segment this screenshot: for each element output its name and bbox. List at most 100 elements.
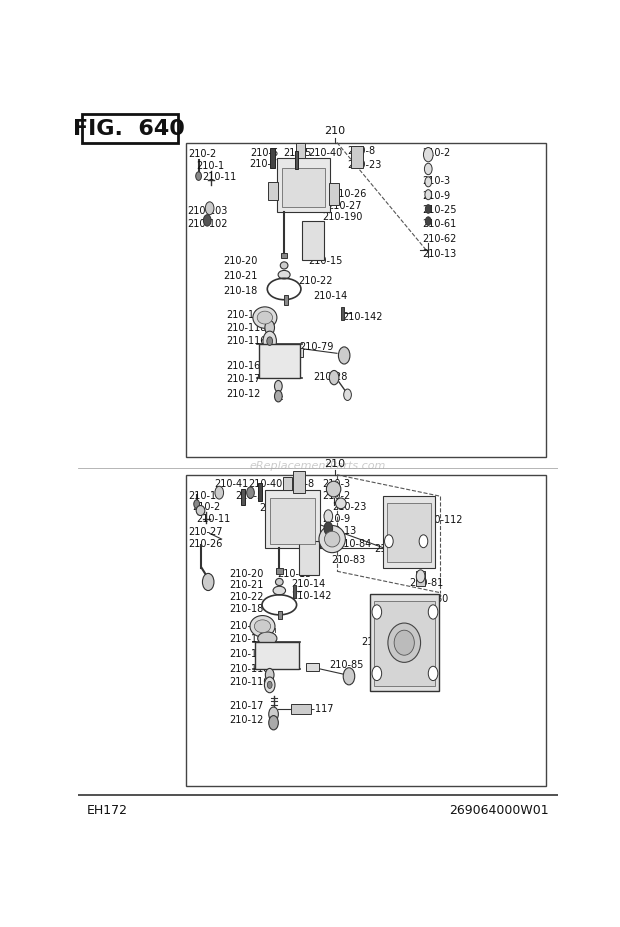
Bar [265,490,320,549]
Text: 210-3: 210-3 [322,479,351,489]
Circle shape [205,203,214,215]
Circle shape [267,337,273,346]
Circle shape [425,206,431,214]
Text: 210-142: 210-142 [342,311,383,322]
Text: 210-18: 210-18 [223,286,257,296]
Text: 210-40: 210-40 [308,147,342,158]
Text: 210-111: 210-111 [229,633,269,643]
Text: 210-11: 210-11 [202,171,237,182]
Text: eReplacementParts.com: eReplacementParts.com [250,461,386,471]
Text: 210-116: 210-116 [229,676,269,686]
Bar [416,572,425,586]
Circle shape [324,510,333,523]
Bar [383,497,435,568]
Text: 210-25: 210-25 [422,205,457,215]
Text: 210-2: 210-2 [188,149,216,159]
Circle shape [339,348,350,364]
Bar [270,148,275,169]
Ellipse shape [324,532,340,547]
Text: 210-190: 210-190 [322,212,363,222]
Text: 269064000W01: 269064000W01 [449,803,548,816]
Bar [303,222,324,261]
Bar [374,602,435,686]
Circle shape [264,678,275,693]
Text: 210-103: 210-103 [187,206,228,216]
Text: 210-41: 210-41 [283,159,317,169]
Text: 210-41: 210-41 [215,479,249,489]
Text: 210-7: 210-7 [259,502,288,513]
Text: 210-22: 210-22 [229,591,264,602]
Ellipse shape [388,623,420,663]
Bar [259,345,300,379]
Text: 210-113: 210-113 [401,607,441,617]
Text: 210-6: 210-6 [268,490,297,501]
Text: 210-8: 210-8 [348,146,376,156]
Ellipse shape [394,630,414,655]
Circle shape [423,148,433,162]
Text: 210-22: 210-22 [298,275,333,286]
Bar [82,115,179,144]
Circle shape [343,389,352,401]
Text: 210-14: 210-14 [291,578,326,589]
Text: 210-20: 210-20 [229,568,264,578]
Text: 210-112: 210-112 [422,514,463,525]
Ellipse shape [254,620,271,633]
Bar [295,152,298,170]
Ellipse shape [258,632,277,645]
Text: 210-83: 210-83 [331,554,365,565]
Circle shape [324,523,333,535]
Circle shape [194,501,200,509]
Bar [352,146,363,169]
Ellipse shape [335,499,346,509]
Text: 210-20: 210-20 [223,256,257,266]
Bar [293,472,305,493]
Bar [370,594,440,691]
Text: 210-118: 210-118 [229,663,269,673]
Bar [276,569,283,575]
Ellipse shape [278,271,290,280]
Bar [241,489,245,505]
Text: 210-2: 210-2 [322,490,351,501]
Text: 210-81: 210-81 [409,578,443,588]
Ellipse shape [253,308,277,329]
Bar [291,349,303,358]
Text: 210-6: 210-6 [250,147,278,158]
Text: 210-9: 210-9 [422,190,451,200]
Bar [185,476,546,786]
Bar [281,253,288,259]
Text: 210-85: 210-85 [329,659,364,669]
Ellipse shape [326,482,341,498]
Circle shape [428,605,438,619]
Text: 210-84: 210-84 [337,538,371,548]
Circle shape [268,707,278,721]
Text: 210-102: 210-102 [187,219,228,228]
Text: 210-40: 210-40 [248,479,282,489]
Text: 210-80: 210-80 [414,593,448,603]
Circle shape [372,667,382,680]
Circle shape [196,172,202,181]
Ellipse shape [273,587,286,595]
Circle shape [275,381,282,392]
Text: 210-23: 210-23 [332,501,366,511]
Text: 210-86: 210-86 [374,543,409,553]
Text: 210-5: 210-5 [235,490,264,501]
Circle shape [265,668,274,681]
Text: 210-79: 210-79 [299,342,334,351]
Bar [258,484,262,502]
Text: 210: 210 [324,458,345,468]
Text: 210-16: 210-16 [229,649,263,659]
Text: 210-2: 210-2 [192,501,220,511]
Text: 210-1: 210-1 [188,490,216,501]
Text: 210-15: 210-15 [277,568,311,578]
Circle shape [215,487,224,500]
Text: 210-2: 210-2 [422,147,451,158]
Circle shape [425,218,431,226]
Text: 210-142: 210-142 [291,590,332,600]
Circle shape [372,605,382,619]
Bar [255,642,298,669]
Text: 210-62: 210-62 [422,234,457,243]
Bar [293,585,296,598]
Text: 210-116: 210-116 [226,337,267,346]
Circle shape [202,574,214,590]
Text: 210-16: 210-16 [226,361,260,371]
